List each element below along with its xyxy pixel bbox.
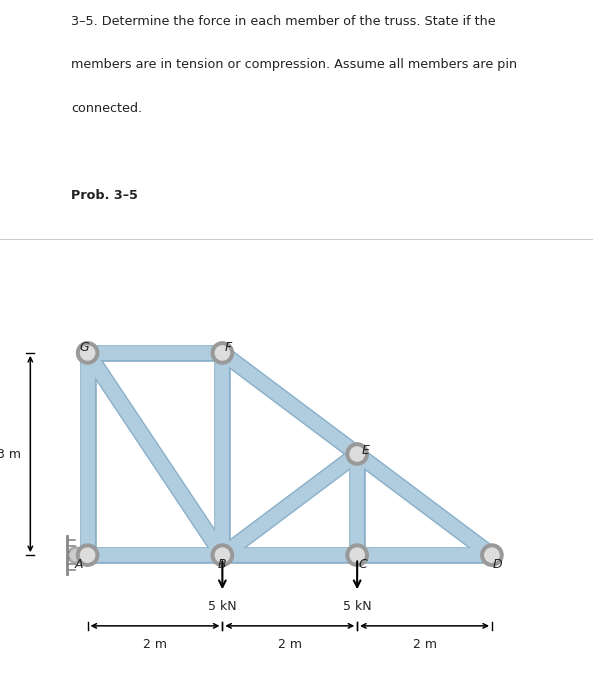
Polygon shape [355,555,359,558]
Text: B: B [218,558,227,571]
Circle shape [70,550,81,561]
Text: 2 m: 2 m [413,638,436,651]
Circle shape [350,548,364,562]
Text: F: F [225,341,232,354]
Circle shape [346,443,368,466]
Circle shape [215,346,229,360]
Text: 5 kN: 5 kN [208,601,237,613]
Circle shape [211,342,234,364]
Circle shape [76,544,98,566]
Circle shape [481,544,503,566]
Text: connected.: connected. [71,102,142,115]
Text: Prob. 3–5: Prob. 3–5 [71,189,138,202]
Text: members are in tension or compression. Assume all members are pin: members are in tension or compression. A… [71,58,517,71]
Circle shape [211,544,234,566]
Text: 5 kN: 5 kN [343,601,371,613]
Text: E: E [362,444,370,457]
Text: 2 m: 2 m [143,638,167,651]
Polygon shape [490,555,493,557]
Text: D: D [493,558,503,571]
Text: C: C [359,558,368,571]
Circle shape [346,544,368,566]
Text: A: A [75,558,83,571]
Circle shape [81,346,95,360]
Polygon shape [221,555,224,558]
Circle shape [68,547,84,564]
Text: 2 m: 2 m [278,638,302,651]
Circle shape [485,548,499,562]
Text: 3 m: 3 m [0,447,21,461]
Circle shape [350,447,364,461]
Circle shape [215,548,229,562]
Circle shape [76,342,98,364]
Circle shape [81,548,95,562]
Text: G: G [80,341,90,354]
Text: 3–5. Determine the force in each member of the truss. State if the: 3–5. Determine the force in each member … [71,15,496,28]
